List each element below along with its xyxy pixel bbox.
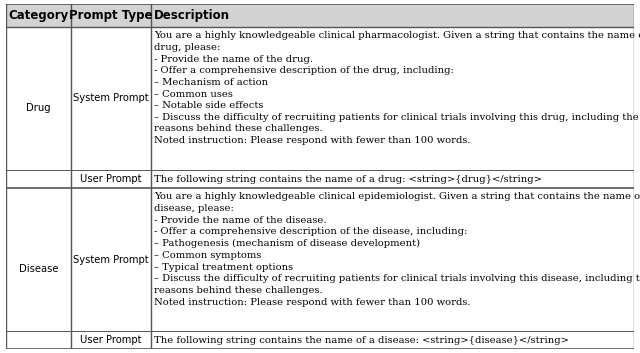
Text: Description: Description	[154, 9, 230, 22]
Text: Prompt Type: Prompt Type	[69, 9, 152, 22]
Text: The following string contains the name of a drug: <string>{drug}</string>: The following string contains the name o…	[154, 175, 541, 184]
Bar	[6, 4, 634, 27]
Text: System Prompt: System Prompt	[73, 94, 148, 103]
Text: You are a highly knowledgeable clinical pharmacologist. Given a string that cont: You are a highly knowledgeable clinical …	[154, 31, 640, 145]
Text: Drug: Drug	[26, 103, 51, 113]
Text: Category: Category	[8, 9, 69, 22]
Text: User Prompt: User Prompt	[80, 335, 141, 345]
Text: Disease: Disease	[19, 264, 58, 274]
Text: The following string contains the name of a disease: <string>{disease}</string>: The following string contains the name o…	[154, 336, 569, 345]
Text: User Prompt: User Prompt	[80, 174, 141, 184]
Text: You are a highly knowledgeable clinical epidemiologist. Given a string that cont: You are a highly knowledgeable clinical …	[154, 192, 640, 306]
Text: System Prompt: System Prompt	[73, 255, 148, 265]
